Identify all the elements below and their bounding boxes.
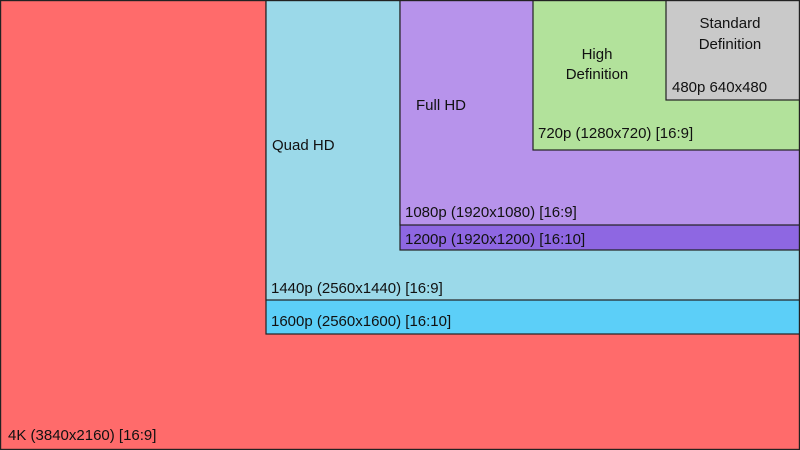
resolution-label: 1080p (1920x1080) [16:9] <box>405 204 577 221</box>
region-name: High <box>582 46 613 63</box>
resolution-label: 1440p (2560x1440) [16:9] <box>271 280 443 297</box>
region-name: Standard <box>700 15 761 32</box>
resolution-label: 480p 640x480 <box>672 79 767 96</box>
resolution-label: 4K (3840x2160) [16:9] <box>8 427 156 444</box>
resolution-label: 720p (1280x720) [16:9] <box>538 125 693 142</box>
region-name: Definition <box>566 66 629 83</box>
region-name: Quad HD <box>272 137 335 154</box>
region-name: Full HD <box>416 97 466 114</box>
region-name: Definition <box>699 36 762 53</box>
resolution-label: 1200p (1920x1200) [16:10] <box>405 231 585 248</box>
region-480p <box>665 0 800 101</box>
resolution-label: 1600p (2560x1600) [16:10] <box>271 313 451 330</box>
